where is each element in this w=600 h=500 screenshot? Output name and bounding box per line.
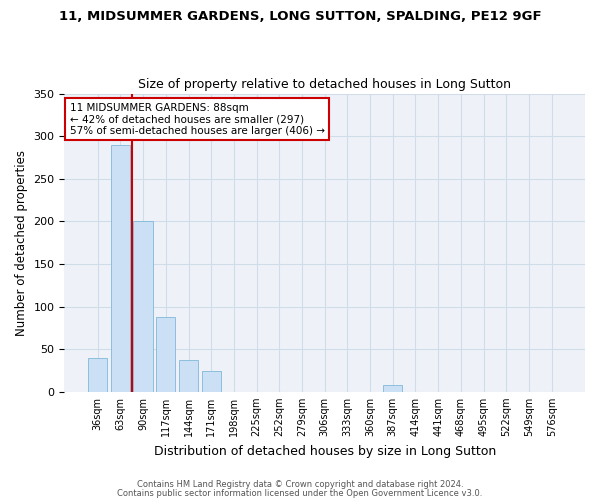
Text: Contains public sector information licensed under the Open Government Licence v3: Contains public sector information licen… bbox=[118, 489, 482, 498]
Bar bbox=[383, 385, 403, 392]
Text: 11, MIDSUMMER GARDENS, LONG SUTTON, SPALDING, PE12 9GF: 11, MIDSUMMER GARDENS, LONG SUTTON, SPAL… bbox=[59, 10, 541, 23]
Text: Contains HM Land Registry data © Crown copyright and database right 2024.: Contains HM Land Registry data © Crown c… bbox=[137, 480, 463, 489]
Bar bbox=[156, 317, 175, 392]
Title: Size of property relative to detached houses in Long Sutton: Size of property relative to detached ho… bbox=[138, 78, 511, 91]
Bar bbox=[179, 360, 198, 392]
Bar bbox=[111, 144, 130, 392]
Y-axis label: Number of detached properties: Number of detached properties bbox=[15, 150, 28, 336]
Text: 11 MIDSUMMER GARDENS: 88sqm
← 42% of detached houses are smaller (297)
57% of se: 11 MIDSUMMER GARDENS: 88sqm ← 42% of det… bbox=[70, 102, 325, 136]
Bar bbox=[133, 222, 153, 392]
Bar bbox=[202, 370, 221, 392]
Bar bbox=[88, 358, 107, 392]
X-axis label: Distribution of detached houses by size in Long Sutton: Distribution of detached houses by size … bbox=[154, 444, 496, 458]
